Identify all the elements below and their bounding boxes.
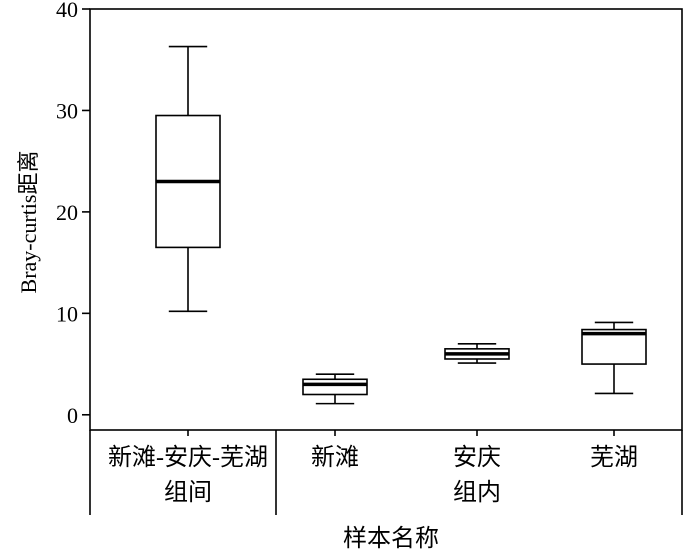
y-tick-label: 40 bbox=[56, 0, 78, 22]
group-label: 组内 bbox=[453, 479, 501, 506]
y-axis-label: Bray-curtis距离 bbox=[16, 151, 41, 294]
y-tick-label: 0 bbox=[67, 403, 78, 428]
group-label: 组间 bbox=[164, 479, 212, 506]
x-category-label: 芜湖 bbox=[590, 444, 638, 471]
x-category-label: 新滩-安庆-芜湖 bbox=[108, 444, 268, 471]
x-axis-label: 样本名称 bbox=[343, 525, 439, 552]
x-category-label: 新滩 bbox=[311, 444, 359, 471]
y-tick-label: 20 bbox=[56, 200, 78, 225]
x-category-label: 安庆 bbox=[453, 444, 501, 471]
plot-area-frame bbox=[89, 8, 683, 431]
y-tick-label: 10 bbox=[56, 301, 78, 326]
y-tick-label: 30 bbox=[56, 98, 78, 123]
box-iqr bbox=[302, 378, 368, 396]
